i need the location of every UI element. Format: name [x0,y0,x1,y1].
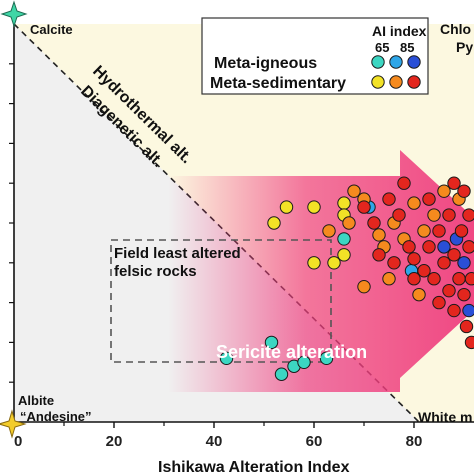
meta-sedimentary-point-40 [454,224,469,238]
meta-igneous-point-0 [219,351,234,366]
meta-sedimentary-point-5 [307,256,321,270]
legend-swatch-sedimentary-0 [371,75,385,89]
meta-sedimentary-point-28 [402,240,416,254]
pyrite-label: Py [456,39,473,55]
legend-title: AI index [372,23,427,39]
x-tick-label-20: 20 [106,433,123,450]
x-tick-label-80: 80 [406,433,423,450]
meta-sedimentary-point-52 [447,176,461,190]
meta-sedimentary-point-34 [437,256,451,270]
meta-sedimentary-point-12 [372,228,386,242]
meta-sedimentary-point-35 [442,283,456,298]
meta-sedimentary-point-36 [442,208,456,222]
meta-sedimentary-point-17 [417,224,431,238]
meta-sedimentary-point-10 [347,184,361,198]
meta-sedimentary-point-43 [462,240,474,254]
meta-sedimentary-point-54 [457,184,471,198]
meta-sedimentary-point-27 [392,208,406,222]
meta-sedimentary-point-49 [372,248,386,262]
meta-sedimentary-point-45 [464,272,474,286]
meta-sedimentary-point-30 [417,264,431,278]
legend-swatch-igneous-1 [389,55,403,69]
x-tick-label-0: 0 [14,433,22,450]
meta-sedimentary-point-32 [427,272,441,286]
meta-igneous-point-12 [462,303,474,318]
meta-sedimentary-point-53 [387,256,401,270]
meta-sedimentary-point-51 [432,295,446,310]
meta-sedimentary-point-48 [397,176,411,190]
sericite-label: Sericite alteration [216,342,367,362]
meta-sedimentary-point-44 [462,208,474,222]
meta-igneous-point-11 [457,256,471,270]
meta-sedimentary-point-26 [382,192,396,206]
legend-swatch-igneous-0 [371,55,385,69]
legend-meta-igneous: Meta-igneous [214,55,317,72]
meta-sedimentary-point-31 [422,240,436,254]
x-tick-label-60: 60 [306,433,323,450]
meta-sedimentary-point-23 [412,287,426,302]
albite-star-icon [0,409,27,439]
legend-swatch-sedimentary-1 [389,75,403,89]
axis-ticks: 0 20 40 60 80 [9,63,423,450]
calcite-label: Calcite [30,22,73,37]
meta-igneous-point-6 [337,232,351,246]
legend-sub-85: 85 [400,40,414,55]
meta-sedimentary-point-0 [267,216,281,230]
x-tick-label-40: 40 [206,433,223,450]
meta-sedimentary-point-8 [322,224,336,238]
meta-sedimentary-point-1 [279,200,294,214]
meta-sedimentary-point-41 [457,287,471,302]
meta-sedimentary-point-6 [327,256,341,270]
white-mica-label: White m [418,409,472,425]
andesine-label: “Andesine” [20,409,92,424]
meta-sedimentary-point-22 [382,272,396,286]
field-box-label-1: Field least altered [114,245,241,262]
meta-igneous-point-2 [274,367,289,381]
meta-sedimentary-point-24 [357,200,371,214]
meta-igneous-point-5 [319,351,334,366]
meta-sedimentary-point-29 [407,252,421,266]
chlorite-label: Chlo [440,21,471,37]
meta-sedimentary-point-7 [337,248,351,262]
meta-sedimentary-point-33 [432,224,446,238]
meta-igneous-point-9 [437,240,451,254]
field-box-label-2: felsic rocks [114,263,197,280]
meta-sedimentary-point-2 [307,200,321,214]
meta-igneous-point-4 [297,355,311,369]
meta-sedimentary-point-25 [367,216,381,230]
meta-sedimentary-point-9 [342,216,356,230]
meta-sedimentary-point-50 [407,272,421,286]
legend-swatch-igneous-2 [407,55,421,69]
meta-igneous-point-1 [264,335,279,350]
meta-sedimentary-point-19 [437,184,451,198]
x-axis-title: Ishikawa Alteration Index [158,459,350,474]
meta-sedimentary-point-21 [357,279,371,294]
least-altered-field-box [110,239,332,363]
meta-sedimentary-point-42 [459,319,474,334]
meta-sedimentary-point-3 [337,196,351,210]
legend-swatch-sedimentary-2 [407,75,421,89]
legend-sub-65: 65 [375,40,389,55]
meta-sedimentary-point-47 [422,192,436,206]
meta-sedimentary-point-37 [447,248,461,262]
legend-meta-sedimentary: Meta-sedimentary [210,75,346,92]
meta-sedimentary-point-39 [452,272,466,286]
meta-sedimentary-point-46 [464,335,474,350]
meta-sedimentary-point-16 [407,196,421,210]
meta-sedimentary-point-38 [447,303,461,318]
calcite-star-icon [0,0,28,28]
legend: AI index 65 85 Meta-igneous Meta-sedimen… [201,17,429,95]
scatter-points [219,176,474,381]
meta-sedimentary-point-18 [427,208,441,222]
albite-label: Albite [18,393,54,408]
